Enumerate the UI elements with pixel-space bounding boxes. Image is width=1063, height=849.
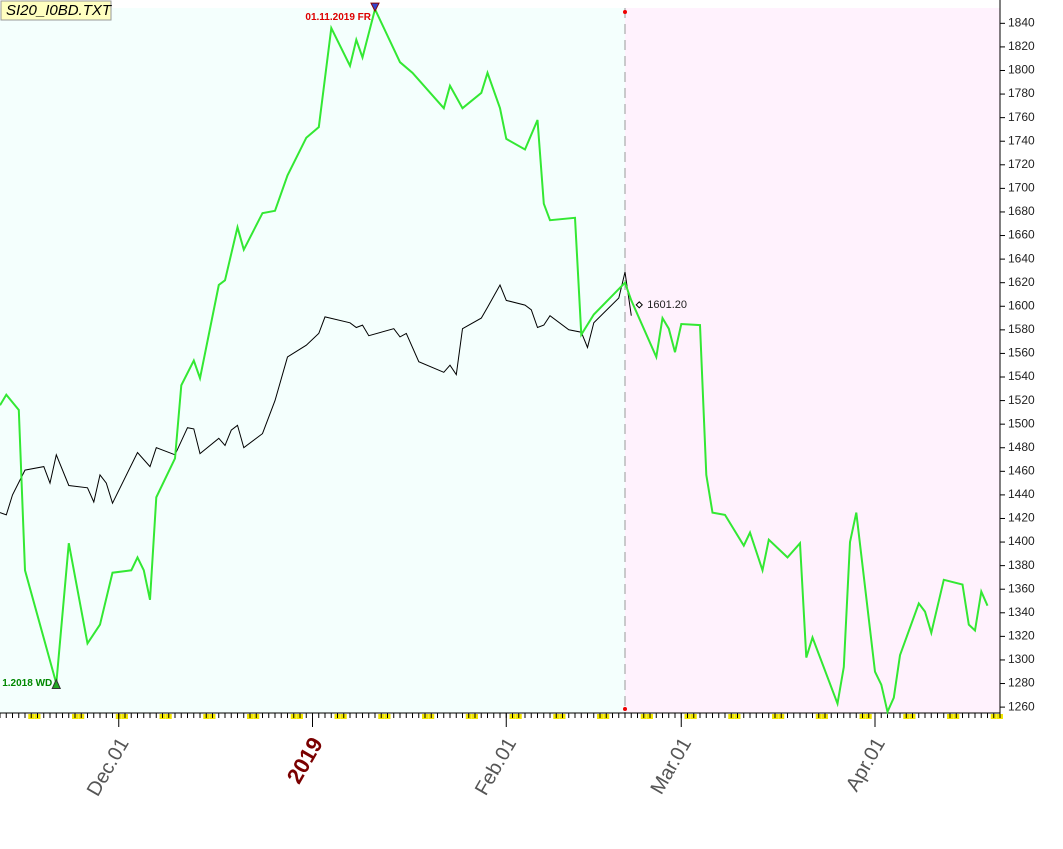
last-value-label: 1601.20 xyxy=(647,299,687,311)
x-tick-label: Mar.01 xyxy=(647,734,697,798)
history-region xyxy=(0,8,625,713)
x-tick-label: Feb.01 xyxy=(471,734,521,799)
y-tick-label: 1420 xyxy=(1008,511,1035,525)
y-tick-label: 1740 xyxy=(1008,133,1035,147)
y-tick-label: 1600 xyxy=(1008,298,1035,312)
title-box xyxy=(0,0,112,21)
future-region xyxy=(625,8,1000,713)
x-tick-label: Apr.01 xyxy=(842,734,890,795)
y-tick-label: 1480 xyxy=(1008,440,1035,454)
series-line xyxy=(0,271,632,516)
annotation: 01.11.2019 FR xyxy=(305,12,371,23)
divider-dot xyxy=(623,707,627,711)
chart-title: SI20_I0BD.TXT xyxy=(6,2,113,19)
y-tick-label: 1460 xyxy=(1008,463,1035,477)
series-line xyxy=(0,6,989,715)
y-tick-label: 1280 xyxy=(1008,676,1035,690)
y-tick-label: 1300 xyxy=(1008,652,1035,666)
y-tick-label: 1520 xyxy=(1008,393,1035,407)
y-tick-label: 1340 xyxy=(1008,605,1035,619)
y-tick-label: 1580 xyxy=(1008,322,1035,336)
y-tick-label: 1360 xyxy=(1008,581,1035,595)
y-tick-label: 1720 xyxy=(1008,157,1035,171)
y-tick-label: 1320 xyxy=(1008,629,1035,643)
y-tick-label: 1840 xyxy=(1008,15,1035,29)
y-tick-label: 1820 xyxy=(1008,39,1035,53)
y-tick-label: 1640 xyxy=(1008,251,1035,265)
y-tick-label: 1660 xyxy=(1008,228,1035,242)
low-marker xyxy=(51,678,62,690)
y-tick-label: 1620 xyxy=(1008,275,1035,289)
annotation: 1.2018 WD xyxy=(2,678,52,689)
y-tick-label: 1540 xyxy=(1008,369,1035,383)
y-tick-label: 1400 xyxy=(1008,534,1035,548)
y-tick-label: 1800 xyxy=(1008,63,1035,77)
x-tick-label: 2019 xyxy=(282,733,328,788)
y-tick-label: 1260 xyxy=(1008,699,1035,713)
divider-dot xyxy=(623,10,627,14)
last-value-marker xyxy=(635,301,643,309)
y-tick-label: 1500 xyxy=(1008,416,1035,430)
y-tick-label: 1700 xyxy=(1008,181,1035,195)
y-tick-label: 1680 xyxy=(1008,204,1035,218)
x-tick-label: Dec.01 xyxy=(83,734,134,800)
y-tick-label: 1760 xyxy=(1008,110,1035,124)
y-tick-label: 1560 xyxy=(1008,346,1035,360)
y-tick-label: 1380 xyxy=(1008,558,1035,572)
y-tick-label: 1780 xyxy=(1008,86,1035,100)
y-tick-label: 1440 xyxy=(1008,487,1035,501)
high-marker xyxy=(370,2,380,13)
